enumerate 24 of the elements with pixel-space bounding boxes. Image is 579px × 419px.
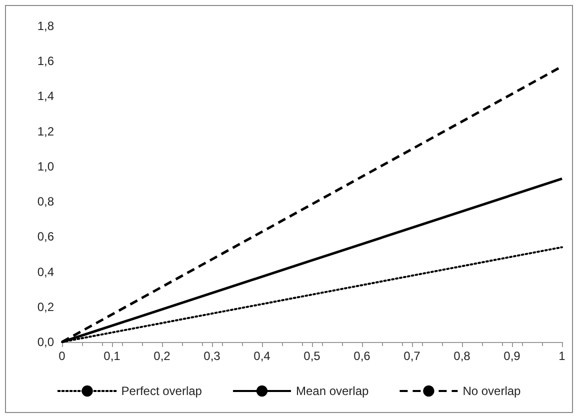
y-tick-label: 0,2: [37, 300, 54, 314]
y-tick-label: 1,0: [37, 159, 54, 174]
x-tick-label: 0,4: [254, 349, 271, 363]
x-tick-label: 0,3: [204, 349, 221, 363]
y-tick-label: 1,8: [37, 19, 54, 33]
x-tick-label: 0,8: [454, 349, 471, 363]
legend-label: No overlap: [462, 384, 522, 398]
legend-label: Mean overlap: [296, 384, 370, 398]
y-tick-label: 1,4: [37, 89, 54, 104]
x-tick-label: 0,2: [154, 349, 171, 363]
y-tick-label: 1,6: [37, 54, 54, 68]
x-tick-label: 1: [558, 349, 566, 363]
x-tick-label: 0,9: [504, 349, 521, 363]
x-tick-label: 0,7: [404, 349, 421, 363]
y-tick-label: 0,0: [37, 335, 54, 349]
x-tick-label: 0,6: [354, 349, 371, 363]
legend-label: Perfect overlap: [121, 384, 202, 398]
x-tick-label: 0: [58, 349, 66, 363]
y-tick-label: 0,8: [37, 194, 54, 209]
x-tick-label: 0,1: [104, 349, 121, 363]
y-tick-label: 1,2: [37, 124, 54, 138]
x-tick-label: 0,5: [304, 349, 321, 363]
y-tick-label: 0,4: [37, 264, 54, 279]
y-tick-label: 0,6: [37, 230, 54, 244]
